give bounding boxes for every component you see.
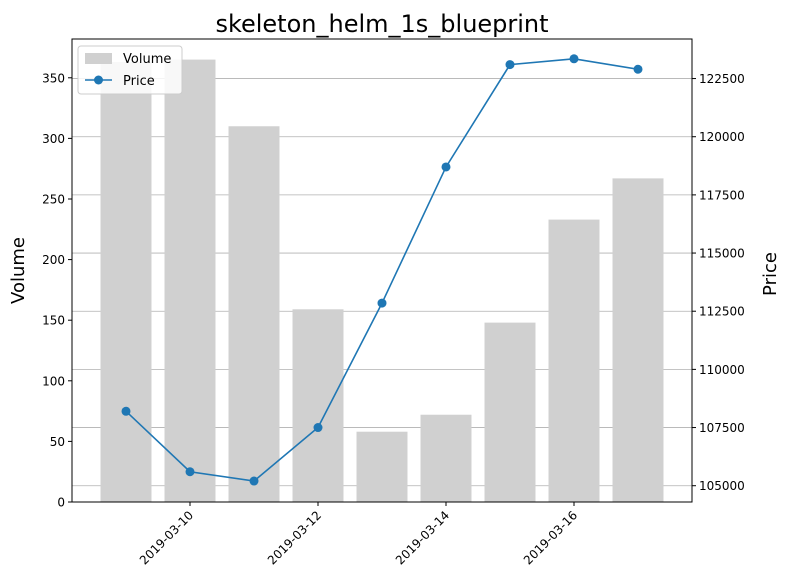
right-tick-label: 120000: [699, 130, 745, 144]
left-tick-label: 350: [42, 71, 65, 85]
right-tick-label: 115000: [699, 247, 745, 261]
left-tick-label: 0: [57, 496, 65, 510]
price-point: [249, 476, 259, 486]
left-tick-label: 150: [42, 314, 65, 328]
legend-label-price: Price: [123, 74, 155, 89]
left-axis-ticks: 0 50 100 150 200 250 300 350: [42, 71, 72, 510]
left-tick-label: 300: [42, 132, 65, 146]
price-line: [121, 54, 643, 486]
price-point: [633, 64, 643, 74]
legend-marker-price: [94, 75, 103, 85]
right-tick-label: 110000: [699, 363, 745, 377]
volume-bar: [484, 322, 536, 502]
y-axis-left-title: Volume: [8, 237, 29, 304]
x-tick-label: 2019-03-14: [393, 508, 452, 567]
price-point: [121, 406, 131, 416]
price-point: [441, 162, 451, 172]
legend-label-volume: Volume: [123, 52, 171, 67]
x-tick-label: 2019-03-10: [137, 508, 196, 567]
x-tick-label: 2019-03-16: [521, 508, 580, 567]
chart-title: skeleton_helm_1s_blueprint: [215, 10, 548, 38]
volume-bar: [612, 178, 664, 502]
volume-bars: [100, 59, 664, 503]
price-point: [505, 60, 515, 70]
left-tick-label: 250: [42, 192, 65, 206]
right-tick-label: 117500: [699, 188, 745, 202]
volume-bar: [548, 219, 600, 502]
left-tick-label: 50: [50, 435, 65, 449]
legend: Volume Price: [77, 45, 183, 95]
right-axis-ticks: 105000 107500 110000 112500 115000 117500 1200…: [692, 72, 745, 493]
volume-bar: [420, 414, 472, 502]
volume-bar: [164, 59, 216, 503]
price-point: [185, 467, 195, 477]
volume-bar: [228, 126, 280, 502]
price-point: [569, 54, 579, 64]
volume-bar: [356, 431, 408, 502]
y-axis-right-title: Price: [760, 252, 781, 296]
right-tick-label: 122500: [699, 72, 745, 86]
price-point: [313, 423, 323, 433]
volume-bar: [292, 309, 344, 502]
right-tick-label: 112500: [699, 305, 745, 319]
x-tick-label: 2019-03-12: [265, 508, 324, 567]
left-tick-label: 100: [42, 374, 65, 388]
price-point: [377, 298, 387, 308]
legend-swatch-volume: [85, 53, 112, 64]
plot-frame: [71, 38, 693, 503]
right-tick-label: 107500: [699, 421, 745, 435]
right-tick-label: 105000: [699, 479, 745, 493]
left-tick-label: 200: [42, 253, 65, 267]
volume-bar: [100, 62, 152, 502]
x-axis-ticks: 2019-03-10 2019-03-12 2019-03-14 2019-03-16: [137, 502, 580, 567]
